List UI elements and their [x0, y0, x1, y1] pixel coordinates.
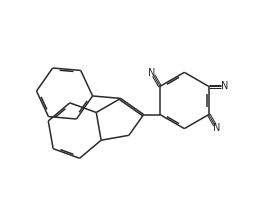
Text: N: N [221, 81, 229, 91]
Text: N: N [213, 123, 220, 133]
Text: N: N [148, 68, 156, 78]
